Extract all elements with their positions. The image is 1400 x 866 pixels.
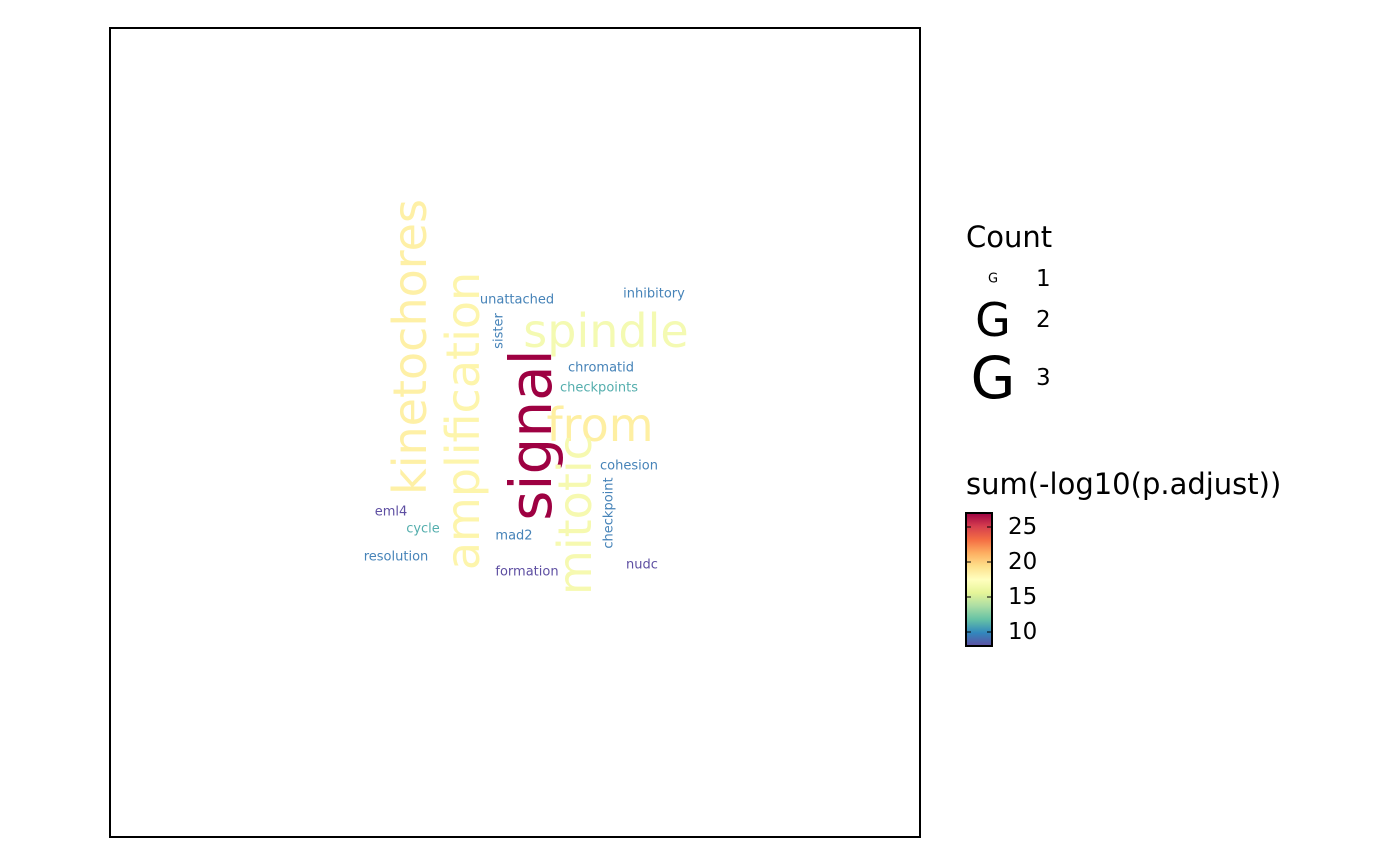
word-spindle: spindle [523, 304, 688, 358]
colorbar-tick-label-15: 15 [1008, 584, 1037, 610]
word-cycle: cycle [406, 522, 440, 537]
word-formation: formation [495, 565, 558, 580]
word-from: from [546, 398, 653, 452]
word-checkpoints: checkpoints [560, 381, 638, 396]
size-legend-label-1: 1 [1036, 266, 1051, 292]
word-nudc: nudc [626, 558, 658, 573]
word-checkpoint: checkpoint [602, 477, 617, 548]
word-amplification: amplification [436, 272, 490, 570]
size-legend-label-2: 2 [1036, 307, 1051, 333]
word-signal: signal [497, 349, 565, 521]
color-legend-title: sum(-log10(p.adjust)) [966, 467, 1281, 501]
size-legend-glyph-3: G [971, 344, 1016, 412]
colorbar-tick-label-10: 10 [1008, 619, 1037, 645]
word-unattached: unattached [480, 293, 554, 308]
colorbar-tick-label-25: 25 [1008, 514, 1037, 540]
plot-panel [109, 27, 921, 838]
colorbar [965, 512, 993, 647]
word-mitotic: mitotic [548, 435, 602, 595]
word-chromatid: chromatid [568, 361, 634, 376]
word-mad2: mad2 [495, 529, 532, 544]
size-legend-glyph-2: G [975, 293, 1011, 347]
size-legend: Count G 1G 2G 3 [966, 220, 1052, 412]
colorbar-tick-label-20: 20 [1008, 549, 1037, 575]
color-legend: sum(-log10(p.adjust)) 10 15 20 25 [965, 467, 1281, 647]
word-eml4: eml4 [375, 505, 408, 520]
size-legend-glyph-1: G [988, 272, 998, 287]
size-legend-label-3: 3 [1036, 365, 1051, 391]
word-cohesion: cohesion [600, 459, 658, 474]
word-resolution: resolution [364, 550, 429, 565]
word-inhibitory: inhibitory [623, 287, 685, 302]
size-legend-title: Count [966, 220, 1052, 254]
words-layer: signal kinetochores amplification spindle fr… [364, 199, 689, 595]
word-kinetochores: kinetochores [383, 199, 437, 495]
word-sister: sister [492, 313, 507, 349]
